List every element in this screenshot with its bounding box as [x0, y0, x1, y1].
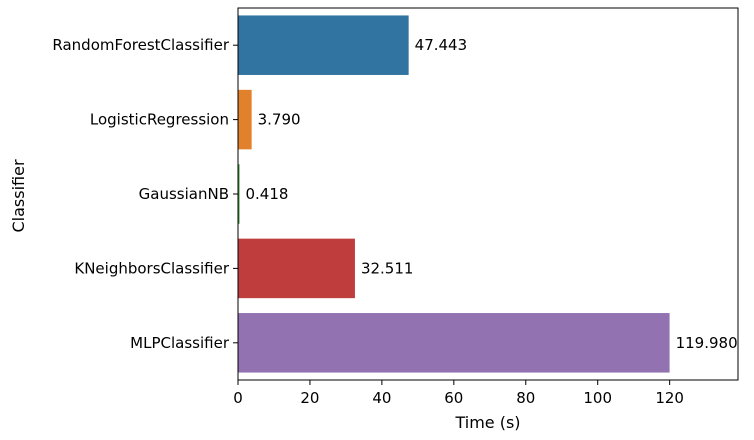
x-tick-label-120: 120	[655, 389, 684, 407]
x-axis-ticks: 0 20 40 60 80 100 120	[233, 380, 684, 407]
bar-kneighborsclassifier	[238, 238, 355, 299]
bars-layer	[238, 15, 670, 373]
y-tick-label-randomforestclassifier: RandomForestClassifier	[52, 36, 229, 54]
value-label-randomforestclassifier: 47.443	[415, 36, 468, 54]
y-tick-label-mlpclassifier: MLPClassifier	[130, 334, 230, 352]
x-tick-label-0: 0	[233, 389, 243, 407]
value-labels-layer: 47.443 3.790 0.418 32.511 119.980	[246, 36, 738, 352]
y-tick-label-logisticregression: LogisticRegression	[90, 111, 229, 129]
bar-logisticregression	[238, 89, 252, 150]
value-label-kneighborsclassifier: 32.511	[361, 259, 414, 277]
bar-mlpclassifier	[238, 313, 670, 373]
x-tick-label-100: 100	[583, 389, 612, 407]
y-tick-label-gaussiannb: GaussianNB	[139, 185, 229, 203]
x-tick-label-60: 60	[444, 389, 463, 407]
x-tick-label-20: 20	[300, 389, 319, 407]
value-label-logisticregression: 3.790	[258, 111, 301, 129]
x-tick-label-80: 80	[516, 389, 535, 407]
bar-randomforestclassifier	[238, 15, 409, 75]
bar-gaussiannb	[238, 164, 240, 224]
x-tick-label-40: 40	[372, 389, 391, 407]
y-axis-label: Classifier	[9, 159, 28, 232]
value-label-gaussiannb: 0.418	[246, 185, 289, 203]
y-tick-label-kneighborsclassifier: KNeighborsClassifier	[74, 259, 229, 277]
value-label-mlpclassifier: 119.980	[676, 334, 738, 352]
y-axis-ticks: RandomForestClassifier LogisticRegression…	[52, 36, 238, 352]
x-axis-label: Time (s)	[454, 413, 520, 432]
